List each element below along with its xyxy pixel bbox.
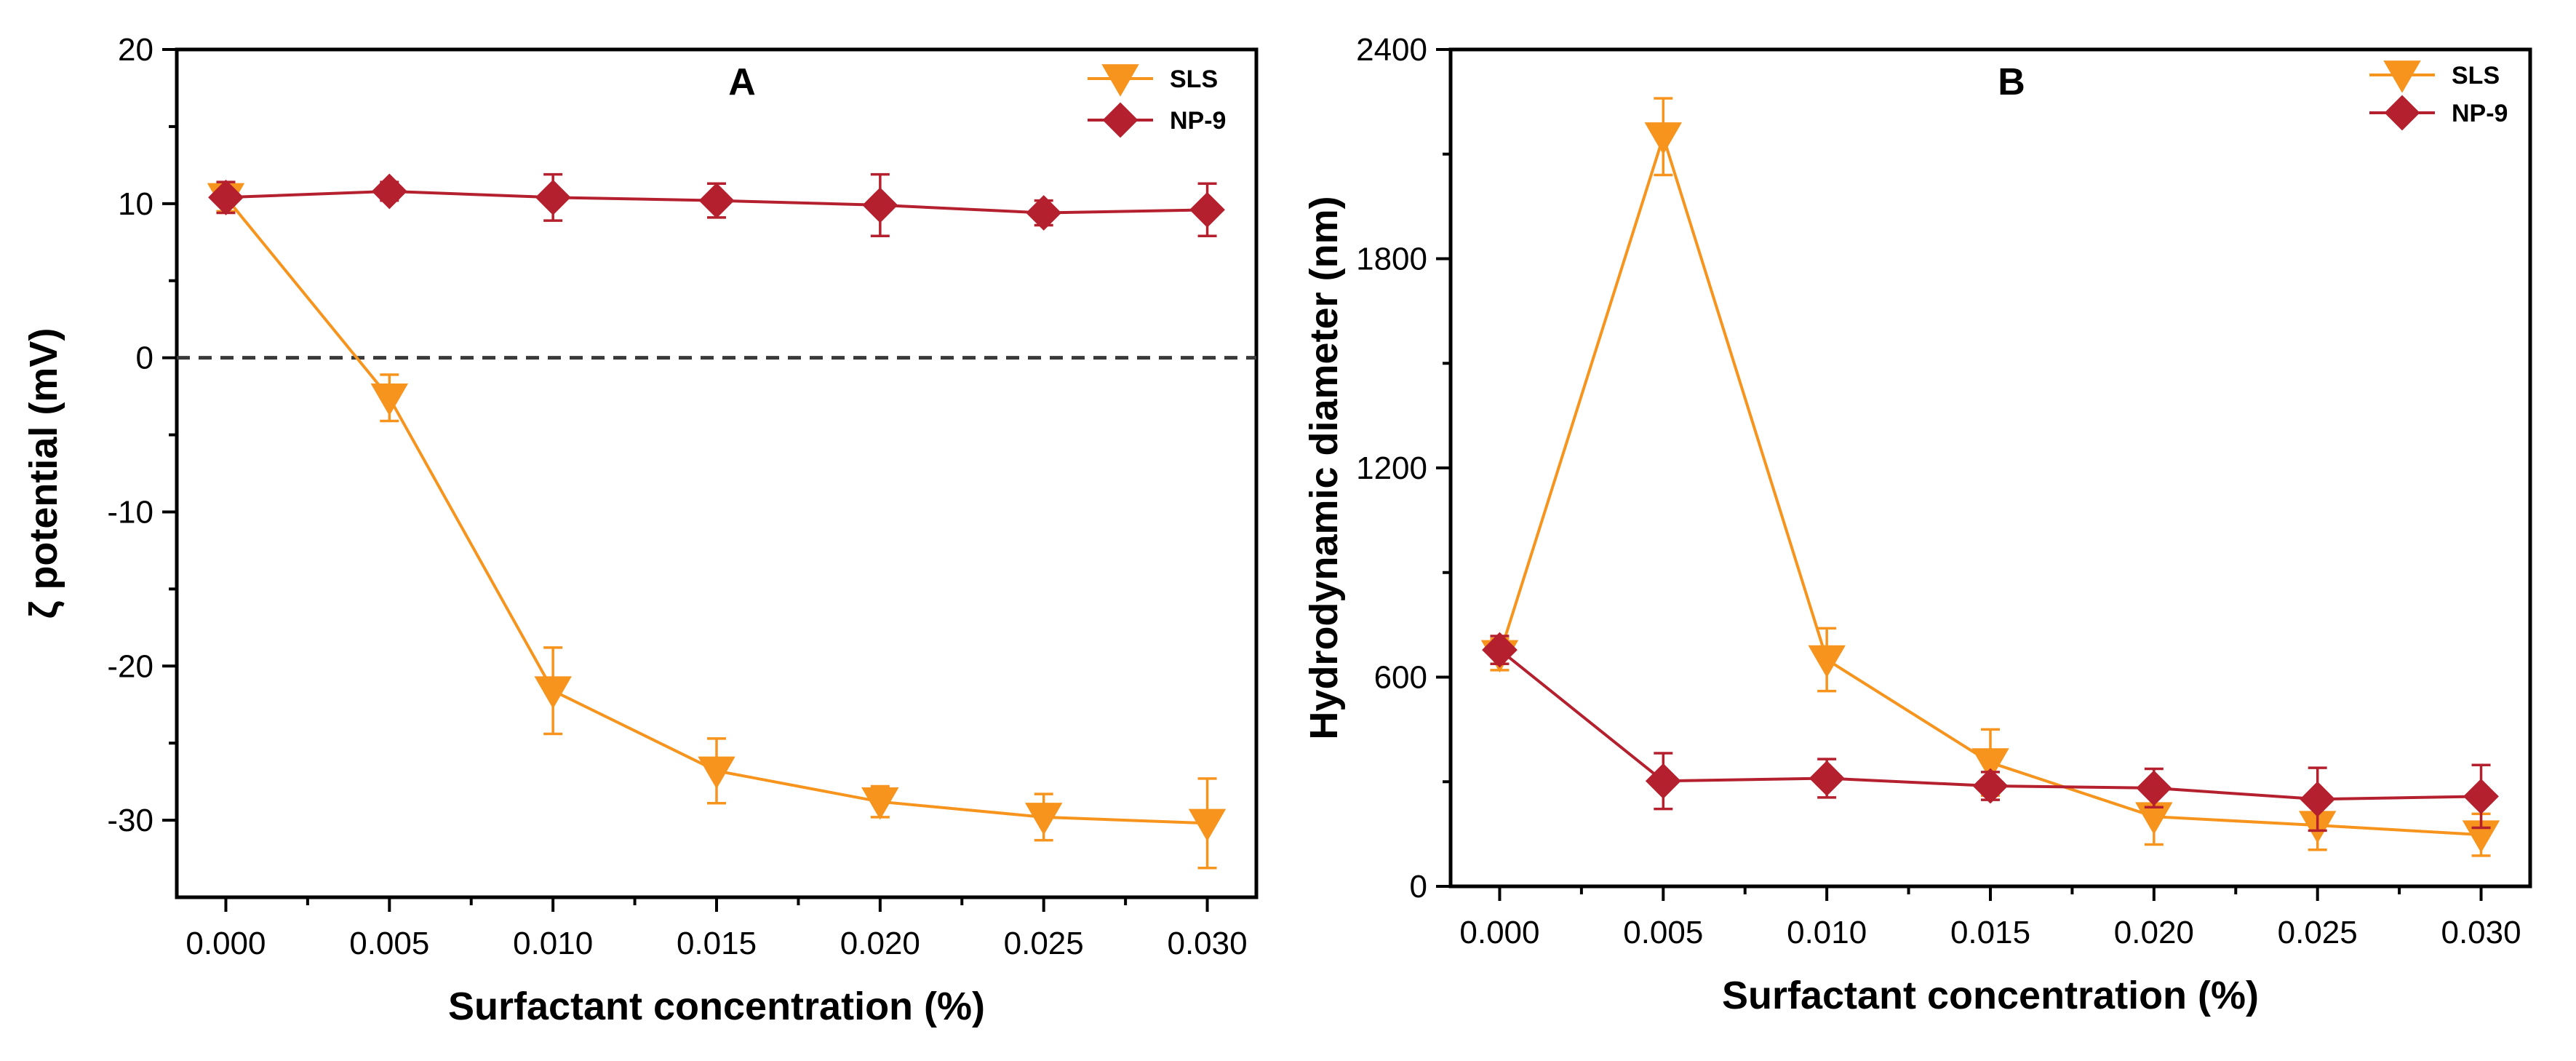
x-tick-label: 0.015	[677, 926, 757, 961]
legend-label: SLS	[1170, 65, 1218, 93]
panel-title: A	[728, 61, 756, 103]
legend-label: NP-9	[1170, 107, 1226, 135]
data-point	[698, 183, 735, 219]
chart-panel-b: 0.000 0.005 0.010 0.015 0.020 0.025 0.030 2400 1…	[1302, 32, 2532, 1017]
legend-marker	[1101, 64, 1139, 97]
y-tick-label: -30	[107, 803, 153, 838]
data-point	[1026, 195, 1062, 231]
data-point	[1809, 760, 1845, 796]
x-tick-label: 0.020	[840, 926, 920, 961]
legend-label: SLS	[2452, 62, 2500, 90]
data-point	[698, 756, 735, 790]
data-point	[1482, 632, 1518, 668]
data-point	[1808, 645, 1846, 678]
legend-marker	[1102, 102, 1139, 138]
data-point	[1024, 803, 1063, 835]
y-tick-label: 600	[1374, 660, 1427, 696]
x-tick-label: 0.020	[2114, 915, 2194, 950]
data-point	[371, 173, 407, 210]
legend-label: NP-9	[2452, 100, 2508, 127]
x-axis-title: Surfactant concentration (%)	[1722, 974, 2259, 1017]
x-tick-label: 0.010	[513, 926, 593, 961]
y-tick-label: 0	[136, 341, 153, 376]
x-axis-title: Surfactant concentration (%)	[448, 985, 985, 1028]
x-tick-label: 0.030	[2441, 915, 2521, 950]
data-point	[370, 384, 409, 416]
data-point	[1972, 768, 2009, 804]
data-point	[2300, 781, 2336, 817]
x-tick-label: 0.000	[186, 926, 266, 961]
y-tick-label: 2400	[1356, 32, 1427, 68]
data-point	[535, 179, 571, 215]
series-np-9	[1482, 632, 2499, 832]
data-point	[1188, 808, 1227, 842]
series-line	[224, 196, 1208, 825]
data-point	[1645, 763, 1681, 799]
chart-panel-a: 0.000 0.005 0.010 0.015 0.020 0.025 0.030 20 10 0…	[22, 32, 1259, 1028]
x-tick-label: 0.010	[1787, 915, 1867, 950]
data-point	[1971, 748, 2009, 781]
legend: SLS NP-9	[2369, 60, 2508, 131]
series-sls	[207, 182, 1227, 870]
x-tick-label: 0.005	[349, 926, 429, 961]
series-sls	[1480, 97, 2500, 857]
y-axis-title: ζ potential (mV)	[22, 328, 65, 619]
data-point	[208, 179, 244, 215]
x-tick-label: 0.005	[1623, 915, 1703, 950]
x-tick-label: 0.015	[1950, 915, 2030, 950]
y-tick-label: 10	[118, 186, 153, 222]
data-point	[861, 787, 899, 820]
data-point	[1644, 122, 1683, 155]
data-point	[534, 676, 572, 710]
panel-title: B	[1998, 61, 2025, 103]
y-tick-label: -10	[107, 494, 153, 530]
data-point	[862, 187, 898, 223]
y-tick-label: 1200	[1356, 450, 1427, 486]
legend: SLS NP-9	[1088, 64, 1226, 138]
legend-marker	[2383, 60, 2421, 93]
x-tick-label: 0.025	[2278, 915, 2358, 950]
y-tick-label: 0	[1410, 869, 1427, 905]
data-point	[2136, 770, 2172, 806]
x-tick-label: 0.030	[1167, 926, 1247, 961]
data-point	[2463, 778, 2499, 814]
x-tick-label: 0.000	[1459, 915, 1539, 950]
legend-marker	[2384, 95, 2420, 131]
x-tick-label: 0.025	[1004, 926, 1084, 961]
y-tick-label: -20	[107, 648, 153, 684]
data-point	[1189, 191, 1225, 228]
y-tick-label: 20	[118, 32, 153, 68]
series-np-9	[208, 172, 1225, 238]
y-axis-title: Hydrodynamic diameter (nm)	[1302, 196, 1346, 739]
y-tick-label: 1800	[1356, 242, 1427, 277]
